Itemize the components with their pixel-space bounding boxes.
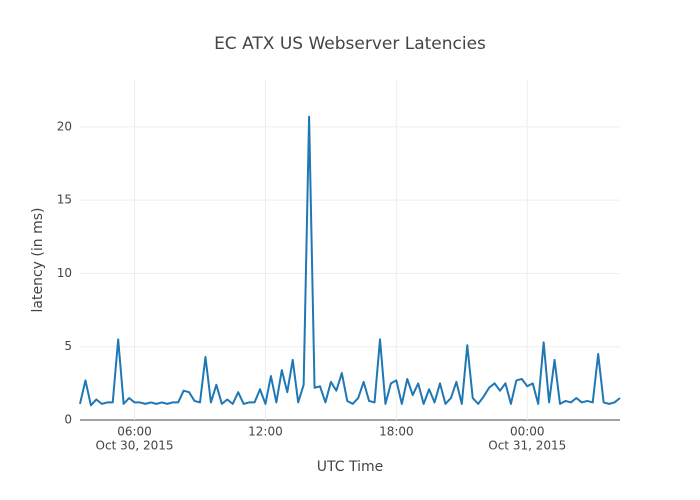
x-tick-date: Oct 30, 2015 [96, 439, 174, 453]
y-axis-title: latency (in ms) [30, 208, 46, 313]
chart-title: EC ATX US Webserver Latencies [214, 34, 486, 54]
x-tick-label: 06:00 [117, 425, 152, 439]
y-tick-label: 10 [57, 266, 72, 280]
x-tick-label: 00:00 [510, 425, 545, 439]
x-tick-label: 12:00 [248, 425, 283, 439]
y-tick-label: 20 [57, 119, 72, 133]
x-tick-label: 18:00 [379, 425, 414, 439]
x-axis-title: UTC Time [317, 459, 383, 475]
y-tick-label: 5 [64, 339, 72, 353]
y-tick-label: 0 [64, 413, 72, 427]
y-tick-label: 15 [57, 193, 72, 207]
line [79, 115, 621, 407]
x-tick-date: Oct 31, 2015 [488, 439, 566, 453]
